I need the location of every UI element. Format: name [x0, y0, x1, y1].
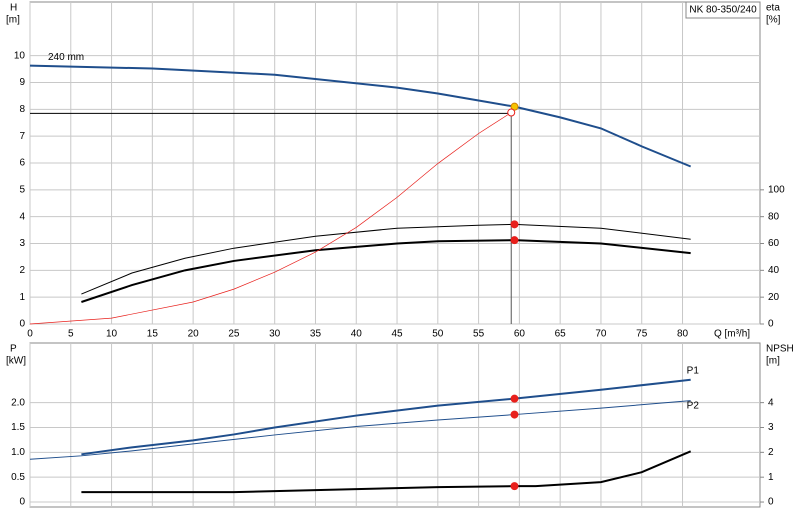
y2-tick-label: 1 — [768, 472, 774, 483]
y2-tick-label: 40 — [768, 265, 780, 276]
y-tick-label: 1.0 — [11, 447, 25, 458]
y2-tick-label: 20 — [768, 292, 780, 303]
x-tick-label: 15 — [147, 329, 159, 340]
y2-axis-label: eta — [766, 3, 780, 14]
operating-point — [510, 482, 519, 491]
y-tick-label: 10 — [14, 50, 26, 61]
y2-tick-label: 3 — [768, 422, 774, 433]
y2-axis-unit: [%] — [766, 15, 781, 26]
x-tick-label: 25 — [228, 329, 240, 340]
x-tick-label: 5 — [68, 329, 74, 340]
x-tick-label: 65 — [555, 329, 567, 340]
y2-tick-label: 2 — [768, 447, 774, 458]
operating-point — [510, 410, 519, 419]
y-tick-label: 8 — [19, 104, 25, 115]
operating-point — [510, 102, 519, 111]
y-axis-label: H — [10, 3, 17, 14]
x-tick-label: 75 — [636, 329, 648, 340]
y-tick-label: 7 — [19, 131, 25, 142]
operating-point — [510, 236, 519, 245]
y-tick-label: 6 — [19, 158, 25, 169]
y-axis-unit: [kW] — [6, 356, 26, 367]
y-tick-label: 2 — [19, 265, 25, 276]
y-tick-label: 5 — [19, 184, 25, 195]
y-tick-label: 4 — [19, 211, 25, 222]
curve — [81, 223, 691, 295]
x-tick-label: 70 — [595, 329, 607, 340]
y2-axis-unit: [m] — [766, 356, 780, 367]
y-tick-label: 1 — [19, 292, 25, 303]
y-axis-unit: [m] — [6, 15, 20, 26]
y2-axis-label: NPSH — [766, 344, 794, 355]
series-label: 240 mm — [48, 52, 84, 63]
y-tick-label: 0.5 — [11, 472, 25, 483]
x-tick-label: 0 — [27, 329, 33, 340]
title-box — [685, 1, 761, 19]
curve — [81, 450, 692, 494]
curve — [81, 239, 691, 303]
x-tick-label: 60 — [514, 329, 526, 340]
x-tick-label: 30 — [269, 329, 281, 340]
y2-tick-label: 0 — [768, 319, 774, 330]
x-tick-label: 35 — [310, 329, 322, 340]
x-tick-label: 50 — [432, 329, 444, 340]
y-tick-label: 2.0 — [11, 397, 25, 408]
x-tick-label: 55 — [473, 329, 485, 340]
y-axis-label: P — [10, 344, 17, 355]
y-tick-label: 0 — [19, 319, 25, 330]
operating-point — [507, 108, 516, 117]
x-axis-label: Q [m³/h] — [714, 329, 750, 340]
y-tick-label: 9 — [19, 77, 25, 88]
curve — [81, 378, 691, 456]
chart-title: NK 80-350/240 — [689, 5, 757, 16]
y2-tick-label: 60 — [768, 238, 780, 249]
curve — [29, 112, 512, 325]
y2-tick-label: 80 — [768, 211, 780, 222]
x-tick-label: 20 — [188, 329, 200, 340]
y-tick-label: 0 — [19, 497, 25, 508]
y2-tick-label: 100 — [768, 184, 785, 195]
y2-tick-label: 0 — [768, 497, 774, 508]
y2-tick-label: 4 — [768, 397, 774, 408]
series-label: P2 — [687, 400, 700, 411]
series-label: P1 — [687, 365, 700, 376]
x-tick-label: 45 — [391, 329, 403, 340]
curve — [29, 64, 692, 168]
curve — [29, 400, 691, 460]
x-tick-label: 10 — [106, 329, 118, 340]
operating-point — [510, 220, 519, 229]
x-tick-label: 40 — [351, 329, 363, 340]
operating-point — [510, 394, 519, 403]
y-tick-label: 3 — [19, 238, 25, 249]
y-tick-label: 1.5 — [11, 422, 25, 433]
x-tick-label: 80 — [677, 329, 689, 340]
